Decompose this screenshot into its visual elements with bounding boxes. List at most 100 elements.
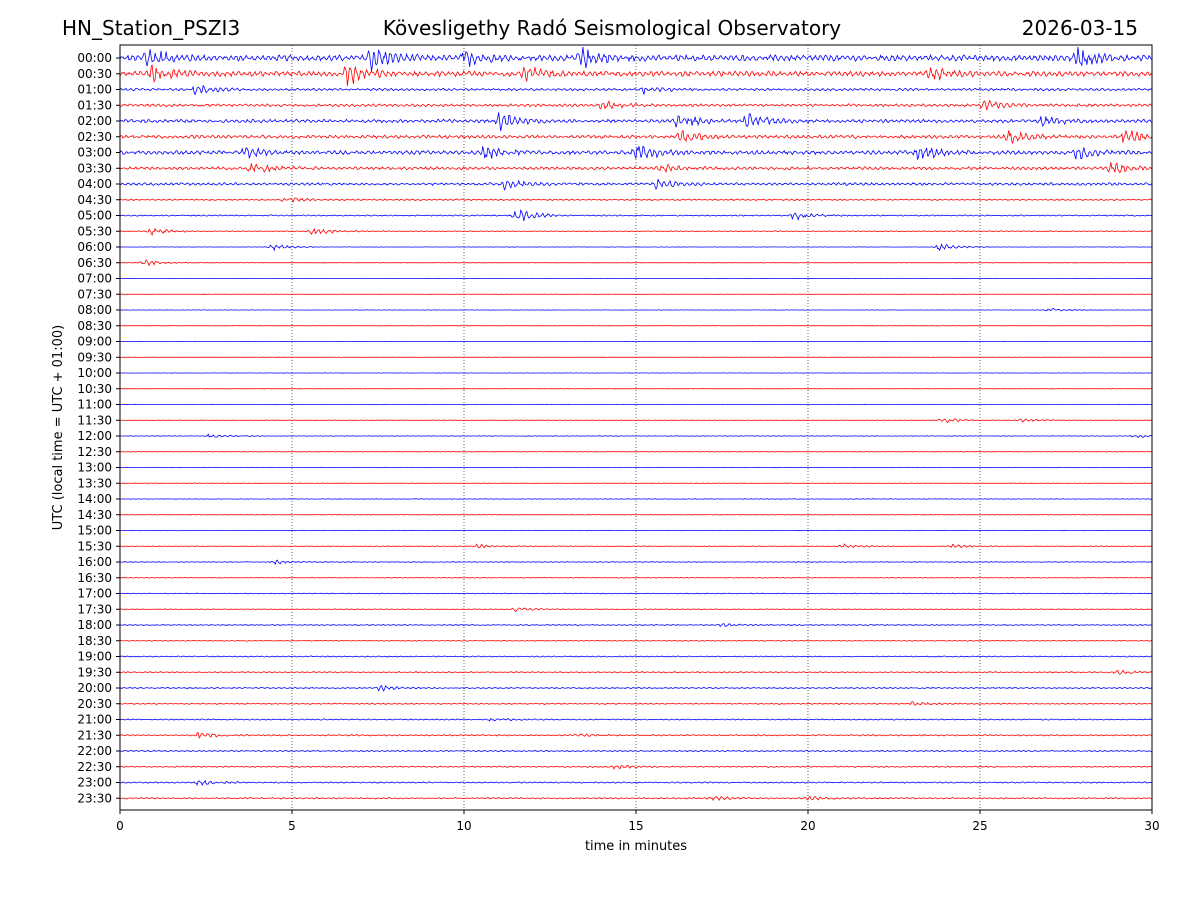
y-tick-label: 05:00 — [77, 209, 112, 223]
y-tick-label: 13:00 — [77, 461, 112, 475]
y-tick-label: 06:00 — [77, 240, 112, 254]
trace-row-1630 — [119, 576, 1153, 579]
y-tick-label: 20:30 — [77, 697, 112, 711]
x-tick-label: 5 — [288, 819, 296, 833]
trace-row-0330 — [119, 161, 1153, 174]
y-tick-label: 06:30 — [77, 256, 112, 270]
y-tick-label: 15:30 — [77, 539, 112, 553]
vertical-grid — [291, 45, 981, 810]
station-title: HN_Station_PSZI3 — [62, 16, 241, 40]
y-tick-label: 17:00 — [77, 587, 112, 601]
trace-row-1500 — [119, 529, 1152, 532]
trace-row-2230 — [119, 764, 1153, 770]
trace-row-2330 — [119, 795, 1153, 802]
x-tick-label: 20 — [800, 819, 815, 833]
trace-row-1700 — [119, 592, 1153, 595]
y-tick-label: 23:00 — [77, 776, 112, 790]
trace-row-1300 — [119, 466, 1153, 469]
y-tick-label: 03:00 — [77, 146, 112, 160]
trace-row-0600 — [120, 243, 1152, 252]
trace-row-2300 — [120, 779, 1153, 787]
y-tick-label: 18:00 — [77, 618, 112, 632]
y-tick-label: 08:00 — [77, 303, 112, 317]
trace-row-1830 — [119, 639, 1153, 642]
x-tick-label: 30 — [1144, 819, 1159, 833]
y-tick-label: 22:30 — [77, 760, 112, 774]
trace-row-1800 — [119, 623, 1153, 628]
y-tick-label: 11:30 — [77, 413, 112, 427]
y-tick-label: 12:30 — [77, 445, 112, 459]
trace-row-0230 — [119, 129, 1153, 144]
trace-row-2130 — [119, 732, 1153, 739]
y-tick-label: 02:30 — [77, 130, 112, 144]
trace-row-0000 — [119, 46, 1153, 72]
trace-row-2200 — [119, 749, 1152, 753]
y-tick-label: 09:00 — [77, 335, 112, 349]
y-tick-label: 23:30 — [77, 791, 112, 805]
y-tick-label: 00:30 — [77, 67, 112, 81]
y-tick-label: 10:00 — [77, 366, 112, 380]
y-tick-label: 08:30 — [77, 319, 112, 333]
x-tick-label: 0 — [116, 819, 124, 833]
y-tick-label: 21:00 — [77, 713, 112, 727]
y-tick-label: 05:30 — [77, 224, 112, 238]
y-tick-label: 18:30 — [77, 634, 112, 648]
y-tick-label: 10:30 — [77, 382, 112, 396]
y-tick-label: 02:00 — [77, 114, 112, 128]
y-tick-label: 01:30 — [77, 98, 112, 112]
trace-row-1230 — [119, 451, 1152, 453]
trace-row-0500 — [119, 209, 1153, 222]
trace-row-1730 — [119, 607, 1153, 613]
y-tick-label: 07:00 — [77, 272, 112, 286]
trace-row-0430 — [119, 197, 1153, 203]
y-tick-label: 16:30 — [77, 571, 112, 585]
trace-group — [119, 46, 1153, 802]
trace-row-1130 — [120, 418, 1153, 424]
y-tick-label: 15:00 — [77, 524, 112, 538]
y-tick-label: 13:30 — [77, 476, 112, 490]
trace-row-0100 — [119, 84, 1153, 96]
y-tick-label: 07:30 — [77, 287, 112, 301]
trace-row-0630 — [120, 259, 1153, 267]
trace-row-0400 — [119, 179, 1153, 191]
x-tick-label: 25 — [972, 819, 987, 833]
x-axis: 0 5 10 15 20 25 30 — [116, 810, 1160, 833]
trace-row-1600 — [119, 559, 1153, 565]
y-tick-label: 11:00 — [77, 398, 112, 412]
observatory-title: Kövesligethy Radó Seismological Observat… — [382, 16, 842, 40]
x-tick-label: 15 — [628, 819, 643, 833]
y-tick-label: 19:30 — [77, 665, 112, 679]
y-tick-label: 09:30 — [77, 350, 112, 364]
trace-row-2100 — [119, 717, 1153, 722]
y-tick-label: 20:00 — [77, 681, 112, 695]
trace-row-0200 — [119, 112, 1153, 132]
y-tick-label: 21:30 — [77, 728, 112, 742]
trace-row-2000 — [119, 684, 1153, 692]
x-axis-label: time in minutes — [585, 839, 687, 854]
x-tick-label: 10 — [456, 819, 471, 833]
trace-row-2030 — [119, 701, 1153, 706]
trace-row-1430 — [119, 514, 1153, 516]
y-axis-label: UTC (local time = UTC + 01:00) — [51, 325, 66, 530]
y-tick-label: 04:00 — [77, 177, 112, 191]
trace-row-1530 — [119, 543, 1153, 549]
y-tick-label: 00:00 — [77, 51, 112, 65]
y-tick-label: 14:30 — [77, 508, 112, 522]
y-tick-label: 14:00 — [77, 492, 112, 506]
trace-row-1400 — [119, 498, 1153, 500]
trace-row-0130 — [119, 99, 1153, 111]
y-tick-label: 01:00 — [77, 83, 112, 97]
date-title: 2026-03-15 — [1021, 16, 1138, 40]
trace-row-0800 — [120, 307, 1153, 312]
y-tick-label: 03:30 — [77, 161, 112, 175]
trace-row-1930 — [119, 669, 1153, 675]
trace-row-0030 — [119, 64, 1153, 86]
y-tick-label: 12:00 — [77, 429, 112, 443]
y-tick-label: 16:00 — [77, 555, 112, 569]
trace-row-1900 — [119, 655, 1152, 658]
trace-row-1330 — [120, 482, 1153, 484]
trace-row-0300 — [119, 145, 1153, 160]
y-tick-label: 22:00 — [77, 744, 112, 758]
